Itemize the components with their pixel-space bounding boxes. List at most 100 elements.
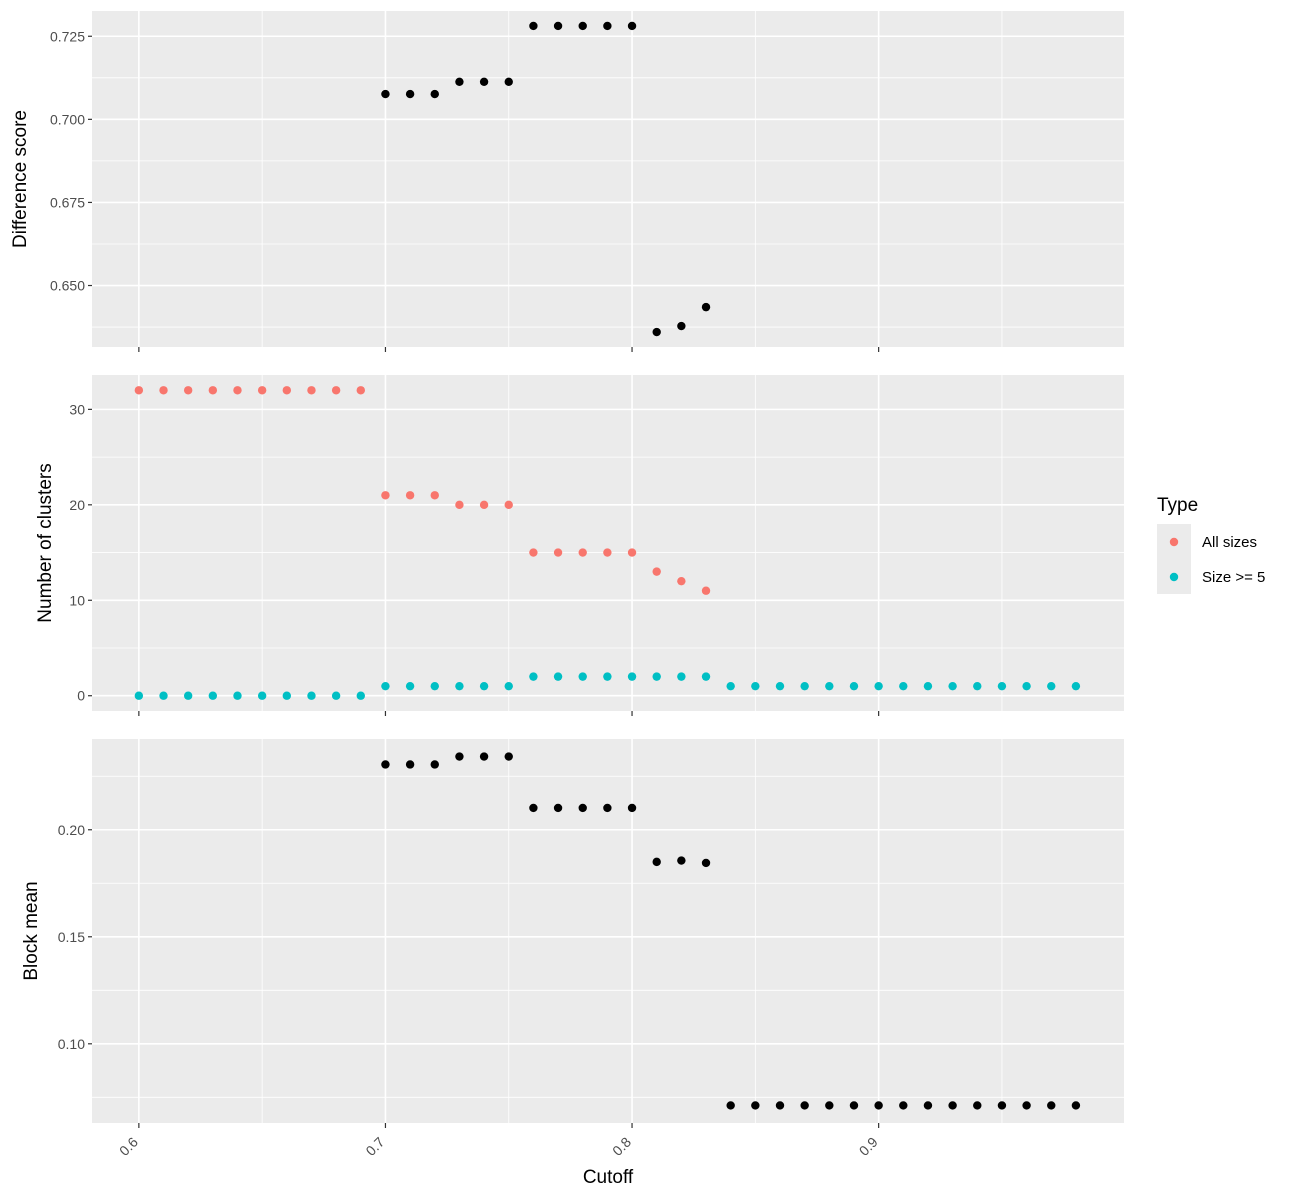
data-point — [1022, 1101, 1031, 1110]
data-point — [307, 691, 316, 700]
data-point — [381, 681, 390, 691]
data-point — [208, 386, 218, 395]
data-point — [331, 691, 341, 700]
series-2 — [134, 672, 1081, 700]
data-point — [726, 681, 735, 691]
data-point — [603, 672, 612, 681]
data-point — [701, 858, 711, 868]
data-point — [208, 691, 218, 700]
data-point — [479, 752, 489, 761]
data-point — [849, 681, 859, 691]
data-point — [800, 681, 809, 691]
series-1 — [381, 752, 1081, 1110]
data-point — [381, 89, 390, 99]
panel-background — [92, 375, 1124, 711]
data-point — [134, 691, 144, 700]
data-point — [726, 1101, 735, 1110]
data-point — [282, 691, 292, 700]
y-tick-label: 0.725 — [50, 28, 85, 44]
y-tick-label: 0.650 — [50, 278, 85, 294]
data-point — [504, 752, 513, 761]
data-point — [874, 681, 883, 691]
data-point — [751, 681, 760, 691]
data-point — [825, 1101, 834, 1110]
data-point — [479, 681, 489, 691]
data-point — [356, 691, 365, 700]
data-point — [455, 500, 464, 510]
y-tick-label: 20 — [69, 497, 85, 513]
legend-label: Size >= 5 — [1202, 569, 1265, 586]
data-point — [430, 760, 439, 769]
data-point — [652, 857, 661, 867]
data-point — [1047, 681, 1056, 691]
data-point — [578, 21, 587, 31]
data-point — [307, 386, 316, 395]
data-point — [652, 672, 661, 681]
data-point — [578, 548, 587, 557]
panel-grid — [92, 739, 1124, 1123]
panel-2: 0 10 20 30 Number of clusters — [35, 375, 1124, 716]
data-point — [159, 386, 168, 395]
data-point — [529, 803, 538, 813]
data-point — [603, 548, 612, 557]
data-point — [701, 586, 711, 595]
data-point — [430, 681, 439, 691]
data-point — [997, 681, 1007, 691]
data-point — [553, 803, 563, 813]
data-point — [455, 681, 464, 691]
series-1 — [381, 21, 711, 337]
data-point — [973, 1101, 982, 1110]
panel-3: 0.10 0.15 0.20 Block mean — [21, 739, 1124, 1128]
data-point — [553, 672, 563, 681]
data-point — [331, 386, 341, 395]
x-axis-title: Cutoff — [583, 1167, 634, 1188]
x-tick-label: 0.8 — [609, 1134, 634, 1159]
data-point — [899, 681, 908, 691]
data-point — [578, 672, 587, 681]
data-point — [751, 1101, 760, 1110]
data-point — [1047, 1101, 1056, 1110]
y-axis-title: Difference score — [10, 110, 31, 248]
data-point — [455, 77, 464, 86]
data-point — [677, 672, 686, 681]
data-point — [504, 681, 513, 691]
x-tick-label: 0.6 — [116, 1134, 141, 1159]
y-tick-label: 0.20 — [58, 822, 85, 838]
data-point — [973, 681, 982, 691]
y-tick-label: 0 — [77, 688, 85, 704]
data-point — [1071, 1101, 1081, 1110]
y-tick-label: 0.700 — [50, 111, 85, 127]
y-tick-label: 0.15 — [58, 929, 85, 945]
data-point — [356, 386, 365, 395]
data-point — [183, 691, 193, 700]
series-1 — [134, 386, 711, 595]
data-point — [923, 1101, 933, 1110]
data-point — [529, 21, 538, 31]
data-point — [553, 548, 563, 557]
data-point — [553, 21, 563, 31]
data-point — [603, 21, 612, 31]
panel-grid — [92, 11, 1124, 347]
data-point — [159, 691, 168, 700]
data-point — [405, 760, 415, 769]
data-point — [578, 803, 587, 813]
panels-layer: 0.650 0.675 0.700 0.725 Difference score 0 10 2… — [10, 11, 1124, 1159]
data-point — [627, 803, 637, 813]
data-point — [529, 672, 538, 681]
data-point — [430, 89, 439, 99]
data-point — [775, 1101, 785, 1110]
data-point — [652, 567, 661, 576]
panel-background — [92, 11, 1124, 347]
legend-key — [1169, 537, 1179, 547]
y-tick-label: 10 — [69, 592, 85, 608]
x-tick-label: 0.7 — [362, 1134, 387, 1159]
data-point — [677, 576, 686, 586]
legend-key-background — [1157, 524, 1191, 594]
data-point — [948, 681, 957, 691]
panel-1: 0.650 0.675 0.700 0.725 Difference score — [10, 11, 1124, 352]
data-point — [233, 386, 242, 395]
data-point — [479, 500, 489, 510]
data-point — [504, 500, 513, 510]
data-point — [381, 491, 390, 500]
